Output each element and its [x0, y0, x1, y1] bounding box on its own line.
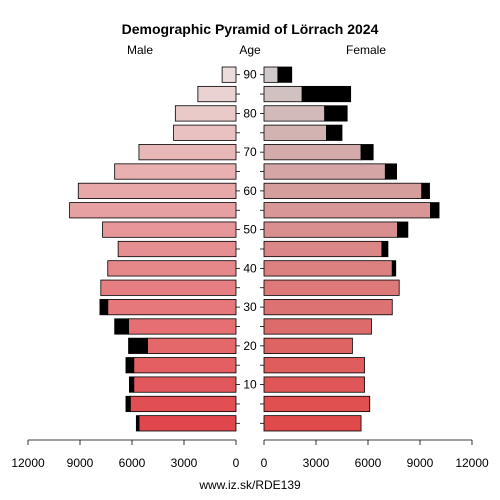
female-excess-85-89 — [301, 85, 352, 103]
female-bar-30-34 — [263, 299, 393, 316]
female-excess-60-64 — [421, 182, 430, 199]
female-bar-50-54 — [263, 221, 398, 238]
male-bar-5-9 — [129, 395, 237, 413]
female-bar-0-4 — [263, 415, 362, 432]
age-tick-label: 20 — [243, 339, 257, 353]
age-tick-label: 80 — [243, 106, 257, 120]
male-bar-90+ — [221, 66, 237, 83]
age-tick-label: 10 — [243, 378, 257, 392]
female-bar-25-29 — [263, 318, 372, 335]
male-bar-75-79 — [173, 124, 237, 141]
male-bar-30-34 — [107, 299, 237, 316]
male-bar-0-4 — [138, 415, 237, 432]
female-bar-35-39 — [263, 279, 400, 296]
female-label: Female — [346, 43, 386, 57]
female-bar-40-44 — [263, 260, 393, 277]
female-bar-45-49 — [263, 240, 383, 258]
male-excess-30-34 — [99, 299, 109, 316]
male-bar-15-19 — [133, 357, 237, 374]
male-bar-85-89 — [197, 85, 237, 103]
male-x-tick-label: 6000 — [119, 456, 146, 470]
male-bar-60-64 — [77, 182, 237, 199]
male-x-tick-label: 0 — [233, 456, 240, 470]
male-bar-55-59 — [69, 202, 237, 219]
age-tick-label: 30 — [243, 300, 257, 314]
female-bar-15-19 — [263, 357, 365, 374]
female-x-tick-label: 0 — [261, 456, 268, 470]
female-excess-50-54 — [397, 221, 409, 238]
male-excess-0-4 — [135, 415, 140, 432]
female-excess-90+ — [277, 66, 293, 83]
male-bar-25-29 — [128, 318, 237, 335]
female-bar-75-79 — [263, 124, 327, 141]
male-x-tick-label: 12000 — [11, 456, 45, 470]
male-label: Male — [127, 43, 153, 57]
footer-url: www.iz.sk/RDE139 — [198, 478, 301, 492]
male-bar-65-69 — [114, 163, 237, 180]
female-x-tick-label: 9000 — [407, 456, 434, 470]
female-bar-65-69 — [263, 163, 386, 180]
male-bar-10-14 — [133, 376, 237, 393]
male-bar-35-39 — [100, 279, 237, 296]
age-tick-label: 60 — [243, 184, 257, 198]
female-excess-40-44 — [391, 260, 397, 277]
female-bar-20-24 — [263, 337, 353, 354]
male-x-tick-label: 3000 — [171, 456, 198, 470]
female-bar-90+ — [263, 66, 279, 83]
age-label: Age — [239, 43, 261, 57]
male-bar-40-44 — [107, 260, 237, 277]
female-excess-45-49 — [381, 240, 389, 258]
female-x-tick-label: 6000 — [355, 456, 382, 470]
female-excess-70-74 — [360, 144, 374, 161]
age-tick-label: 90 — [243, 68, 257, 82]
female-excess-75-79 — [325, 124, 343, 141]
female-bar-10-14 — [263, 376, 365, 393]
female-excess-55-59 — [429, 202, 440, 219]
female-bar-60-64 — [263, 182, 423, 199]
female-x-tick-label: 12000 — [455, 456, 489, 470]
female-excess-65-69 — [384, 163, 398, 180]
male-excess-5-9 — [125, 395, 131, 413]
male-excess-10-14 — [128, 376, 135, 393]
chart-title: Demographic Pyramid of Lörrach 2024 — [122, 21, 379, 37]
female-excess-80-84 — [324, 105, 348, 122]
male-excess-25-29 — [114, 318, 129, 335]
female-x-tick-label: 3000 — [303, 456, 330, 470]
age-tick-label: 70 — [243, 145, 257, 159]
male-bar-70-74 — [138, 144, 237, 161]
female-bar-85-89 — [263, 85, 303, 103]
male-excess-20-24 — [128, 337, 149, 354]
male-excess-15-19 — [125, 357, 135, 374]
female-bar-5-9 — [263, 395, 371, 413]
female-bar-80-84 — [263, 105, 326, 122]
male-bar-80-84 — [174, 105, 237, 122]
male-bar-50-54 — [102, 221, 237, 238]
male-bar-45-49 — [117, 240, 237, 258]
age-tick-label: 50 — [243, 223, 257, 237]
male-x-tick-label: 9000 — [67, 456, 94, 470]
age-tick-label: 40 — [243, 261, 257, 275]
female-bar-55-59 — [263, 202, 431, 219]
male-bar-20-24 — [147, 337, 237, 354]
female-bar-70-74 — [263, 144, 362, 161]
